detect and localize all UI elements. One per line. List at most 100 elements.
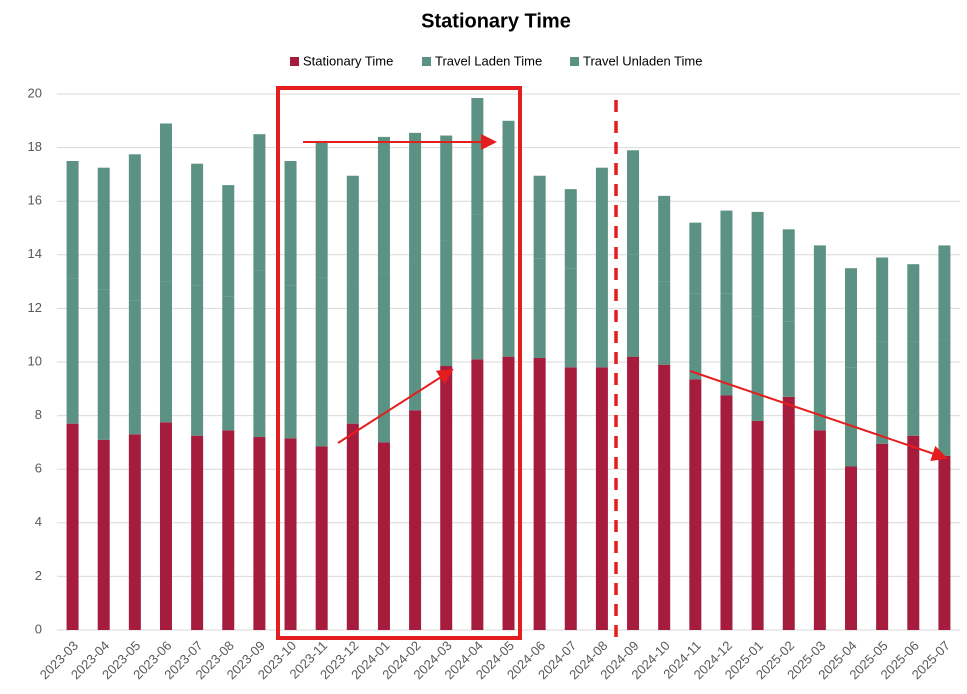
chart-title: Stationary Time — [421, 10, 571, 32]
bar-segment — [222, 296, 235, 431]
bar-segment — [253, 437, 266, 630]
bar-segment — [159, 281, 172, 423]
bar-segment — [284, 285, 297, 439]
bar-segment — [595, 367, 608, 630]
bar-segment — [502, 228, 515, 357]
bar-segment — [440, 135, 453, 241]
legend-swatch — [422, 57, 431, 66]
bar-segment — [627, 150, 640, 255]
y-tick-label: 10 — [28, 353, 42, 368]
bar-segment — [440, 366, 453, 630]
bar-segment — [907, 435, 920, 630]
legend-label: Stationary Time — [303, 53, 393, 68]
bar-segment — [751, 316, 764, 421]
bar-segment — [658, 281, 671, 365]
bar-segment — [502, 356, 515, 630]
bar-segment — [97, 167, 110, 290]
bar-segment — [253, 270, 266, 438]
bar-segment — [128, 300, 141, 435]
bar-segment — [66, 278, 79, 424]
bar-segment — [377, 273, 390, 443]
bar-segment — [938, 455, 951, 630]
bar-segment — [128, 154, 141, 301]
bar-segment — [471, 214, 484, 360]
plot-area: 0 2 4 6 8 10 12 14 16 18 20 Stationary Time Travel L… — [28, 53, 960, 682]
y-tick-label: 8 — [35, 407, 42, 422]
bar-segment — [813, 328, 826, 431]
bar-segment — [191, 163, 204, 286]
bar-segment — [627, 254, 640, 357]
bar-segment — [782, 321, 795, 397]
bar-segment — [876, 341, 889, 444]
bar-segment — [284, 161, 297, 286]
bar-segment — [720, 293, 733, 396]
bar-segment — [907, 341, 920, 436]
bar-segment — [315, 140, 328, 278]
trend-arrow — [689, 370, 948, 462]
bar-segment — [751, 420, 764, 630]
bar-segment — [533, 175, 546, 259]
bar-segment — [751, 211, 764, 317]
bar-segment — [876, 257, 889, 342]
trend-arrow — [337, 368, 454, 444]
bar-segment — [938, 245, 951, 341]
bar-segment — [284, 438, 297, 630]
bar-segment — [595, 167, 608, 258]
bar-segment — [159, 422, 172, 630]
bar-segment — [471, 359, 484, 630]
bar-segment — [222, 430, 235, 630]
legend-label: Travel Laden Time — [435, 53, 542, 68]
bar-segment — [377, 136, 390, 274]
bar-segment — [658, 364, 671, 630]
bar-segment — [533, 357, 546, 630]
bar-segment — [876, 443, 889, 630]
bar-segment — [658, 195, 671, 282]
bar-segment — [907, 264, 920, 342]
bar-segment — [782, 229, 795, 322]
bar-segment — [564, 268, 577, 368]
bar-segment — [440, 240, 453, 367]
y-tick-label: 0 — [35, 621, 42, 636]
bar-segment — [97, 439, 110, 630]
bar-segment — [191, 435, 204, 630]
bar-segment — [222, 185, 235, 297]
bar-segment — [845, 367, 858, 467]
bar-segment — [595, 257, 608, 368]
y-tick-label: 16 — [28, 193, 42, 208]
highlight-box — [276, 86, 522, 640]
bar-segment — [782, 396, 795, 630]
bar-segment — [813, 245, 826, 329]
legend-swatch — [290, 57, 299, 66]
bar-segment — [564, 367, 577, 630]
bar-segment — [315, 446, 328, 630]
bar-segment — [533, 258, 546, 358]
y-tick-label: 12 — [28, 300, 42, 315]
bar-segment — [191, 285, 204, 436]
legend-label: Travel Unladen Time — [583, 53, 702, 68]
bar-segment — [409, 132, 422, 258]
bar-segment — [346, 175, 359, 287]
bar-segment — [128, 434, 141, 630]
bar-segment — [564, 189, 577, 269]
bar-segment — [66, 423, 79, 630]
legend-swatch — [570, 57, 579, 66]
bar-segment — [346, 286, 359, 424]
bar-segment — [813, 430, 826, 630]
bar-segment — [471, 98, 484, 215]
bar-segment — [346, 423, 359, 630]
y-tick-label: 4 — [35, 514, 42, 529]
y-tick-label: 2 — [35, 568, 42, 583]
y-tick-label: 6 — [35, 461, 42, 476]
bar-segment — [845, 268, 858, 368]
bar-segment — [159, 123, 172, 282]
bar-segment — [720, 395, 733, 630]
bar-segment — [689, 293, 702, 380]
bar-segment — [315, 277, 328, 447]
bar-segment — [409, 257, 422, 411]
y-tick-label: 20 — [28, 85, 42, 100]
bar-segment — [689, 222, 702, 294]
bar-segment — [97, 289, 110, 440]
bar-segment — [938, 340, 951, 456]
bar-segment — [720, 210, 733, 294]
